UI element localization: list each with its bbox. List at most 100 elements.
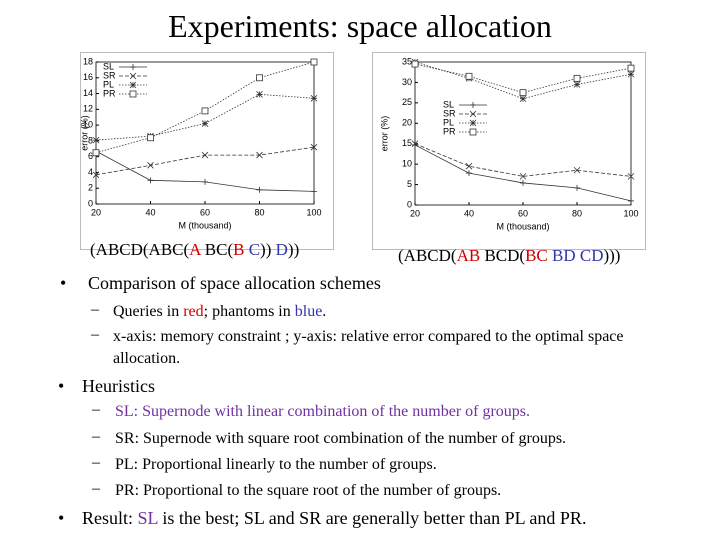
text-segment: BD CD	[547, 246, 604, 265]
legend-marker	[130, 64, 136, 70]
bullet-symbol: •	[58, 376, 65, 396]
text-segment: Comparison of space allocation schemes	[88, 273, 381, 293]
legend-marker	[129, 81, 137, 89]
text-segment: SR: Supernode with square root combinati…	[115, 430, 567, 447]
legend-label: PR	[443, 126, 456, 136]
dash-symbol: –	[92, 480, 100, 497]
dash-symbol: –	[92, 401, 100, 418]
text-segment: BC(	[200, 240, 234, 259]
text-segment: BC	[525, 246, 548, 265]
marker	[147, 177, 154, 184]
marker	[256, 91, 263, 98]
dash-symbol: –	[91, 326, 99, 343]
text-segment: A	[189, 240, 201, 259]
x-tick-label: 100	[623, 208, 638, 218]
text-segment: Result:	[82, 508, 138, 528]
legend-label: PR	[103, 88, 116, 98]
y-tick-label: 20	[402, 118, 412, 128]
marker	[411, 140, 419, 147]
marker	[627, 173, 635, 180]
series-line	[414, 143, 632, 177]
x-tick-label: 20	[91, 207, 101, 217]
dash-symbol: –	[92, 428, 100, 445]
marker	[201, 107, 209, 115]
marker	[310, 143, 318, 151]
text-segment: PL: Proportional linearly to the number …	[115, 456, 437, 473]
text-segment: )))	[603, 246, 621, 265]
chart: 0 2 4 6 8 10 12 14 16 18 20 40 60 80 100 M (thousand) er…	[80, 52, 334, 250]
text-segment: (ABCD(ABC(	[90, 240, 190, 259]
marker	[627, 70, 635, 78]
text-segment: is the best; SL and SR are generally bet…	[157, 508, 587, 528]
series-line	[414, 63, 632, 94]
bullet-symbol: •	[58, 508, 65, 528]
text-segment: red	[183, 303, 204, 320]
marker	[519, 173, 527, 180]
text-segment: B	[233, 240, 245, 259]
chart-caption: (ABCD(ABC(A BC(B C)) D))	[90, 240, 299, 260]
series-line	[95, 146, 315, 176]
sub-bullet-text: PL: Proportional linearly to the number …	[115, 454, 437, 476]
marker	[310, 58, 318, 66]
text-segment: (ABCD(	[398, 246, 457, 265]
legend-marker	[129, 72, 137, 80]
y-tick-label: 14	[83, 88, 93, 98]
y-tick-label: 5	[407, 179, 412, 189]
bullet-text: Result: SL is the best; SL and SR are ge…	[82, 508, 586, 529]
legend-marker	[469, 110, 477, 118]
y-tick-label: 0	[88, 198, 93, 208]
marker	[573, 81, 581, 88]
marker	[256, 74, 263, 82]
marker	[201, 120, 209, 127]
series-line	[95, 93, 315, 141]
x-tick-label: 80	[572, 208, 582, 218]
marker	[574, 184, 580, 191]
chart-caption: (ABCD(AB BCD(BC BD CD)))	[398, 246, 620, 266]
marker	[311, 188, 317, 195]
legend-label: PL	[103, 79, 114, 89]
text-segment: ; phantoms in	[203, 303, 295, 320]
y-tick-label: 12	[83, 104, 93, 114]
x-axis-label: M (thousand)	[496, 221, 549, 231]
series-line	[95, 150, 315, 192]
sub-bullet-text: SR: Supernode with square root combinati…	[115, 428, 566, 450]
marker	[519, 89, 527, 97]
legend-marker	[469, 128, 477, 136]
x-tick-label: 60	[200, 207, 210, 217]
dash-symbol: –	[91, 301, 99, 318]
y-tick-label: 30	[402, 77, 412, 87]
text-segment: D	[275, 240, 288, 259]
marker	[466, 170, 472, 177]
legend-label: SR	[103, 70, 116, 80]
marker	[202, 178, 208, 185]
marker	[147, 134, 154, 142]
y-tick-label: 16	[83, 72, 93, 82]
y-tick-label: 6	[88, 151, 93, 161]
marker	[628, 197, 634, 204]
x-tick-label: 60	[518, 208, 528, 218]
legend-label: SR	[443, 108, 456, 118]
y-tick-label: 35	[402, 56, 412, 66]
marker	[465, 162, 473, 170]
sub-bullet-text: x-axis: memory constraint ; y-axis: rela…	[113, 326, 653, 370]
marker	[92, 171, 100, 179]
y-axis-label: error (%)	[80, 115, 89, 151]
y-tick-label: 25	[402, 97, 412, 107]
marker	[256, 151, 263, 159]
sub-bullet-text: PR: Proportional to the square root of t…	[115, 480, 501, 502]
legend-marker	[470, 102, 476, 108]
y-tick-label: 10	[402, 159, 412, 169]
legend-marker	[129, 90, 137, 98]
text-segment: C	[244, 240, 261, 259]
y-tick-label: 18	[83, 56, 93, 66]
text-segment: blue	[294, 303, 323, 320]
marker	[201, 151, 209, 159]
marker	[519, 95, 527, 103]
marker	[573, 74, 581, 82]
y-tick-label: 4	[88, 167, 93, 177]
chart: 0 5 10 15 20 25 30 35 20 40 60 80 100 M (thousand) err…	[372, 52, 646, 250]
marker	[627, 64, 635, 72]
slide-title: Experiments: space allocation	[168, 8, 552, 44]
legend-label: PL	[443, 117, 454, 127]
